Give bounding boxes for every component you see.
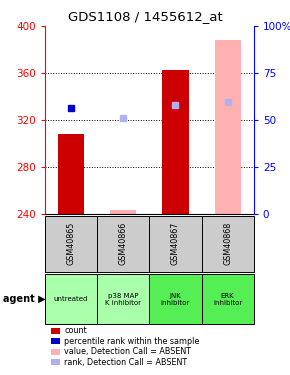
- Text: GSM40868: GSM40868: [223, 222, 232, 266]
- Text: GDS1108 / 1455612_at: GDS1108 / 1455612_at: [68, 10, 222, 23]
- Text: GSM40865: GSM40865: [66, 222, 76, 266]
- Text: count: count: [64, 326, 87, 335]
- Text: percentile rank within the sample: percentile rank within the sample: [64, 337, 200, 346]
- Text: ERK
inhibitor: ERK inhibitor: [213, 292, 242, 306]
- Bar: [162, 70, 188, 214]
- Text: p38 MAP
K inhibitor: p38 MAP K inhibitor: [105, 292, 141, 306]
- Text: rank, Detection Call = ABSENT: rank, Detection Call = ABSENT: [64, 358, 188, 367]
- Text: value, Detection Call = ABSENT: value, Detection Call = ABSENT: [64, 347, 191, 356]
- Text: untreated: untreated: [54, 296, 88, 302]
- Text: JNK
inhibitor: JNK inhibitor: [161, 292, 190, 306]
- Bar: [110, 210, 136, 214]
- Bar: [58, 134, 84, 214]
- Text: GSM40867: GSM40867: [171, 222, 180, 266]
- Text: GSM40866: GSM40866: [119, 222, 128, 266]
- Text: agent ▶: agent ▶: [3, 294, 46, 304]
- Bar: [215, 40, 241, 214]
